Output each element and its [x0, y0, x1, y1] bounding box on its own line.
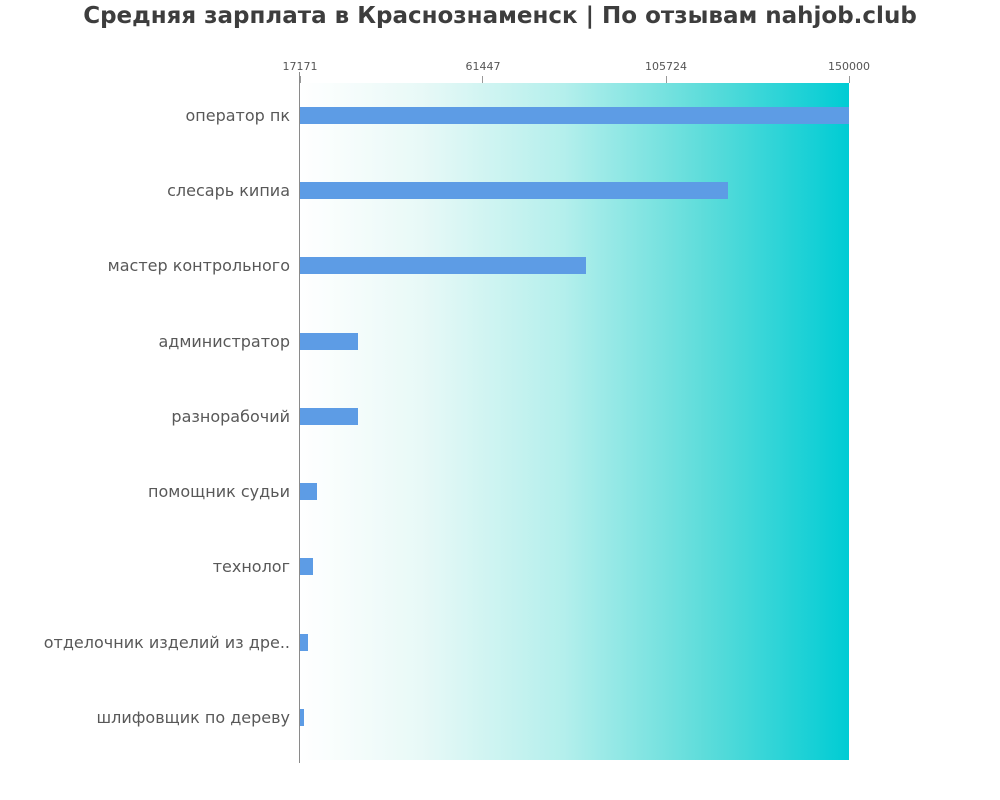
x-tick-label: 105724	[645, 60, 687, 73]
x-tick-mark	[482, 76, 484, 83]
chart-title: Средняя зарплата в Краснознаменск | По о…	[83, 3, 917, 29]
category-label: шлифовщик по дереву	[96, 707, 290, 727]
x-tick-label: 17171	[282, 60, 318, 73]
category-label: разнорабочий	[171, 406, 290, 426]
x-tick-label: 150000	[828, 60, 870, 73]
x-tick-mark	[848, 76, 850, 83]
x-tick-mark	[665, 76, 667, 83]
category-label: помощник судьи	[148, 482, 290, 502]
plot-area	[300, 83, 849, 760]
category-label: технолог	[212, 557, 290, 577]
category-label: слесарь кипиа	[167, 181, 290, 201]
category-label: оператор пк	[185, 106, 290, 125]
category-label: отделочник изделий из дре..	[43, 632, 290, 652]
x-tick-label: 61447	[465, 60, 501, 73]
category-label: мастер контрольного	[107, 256, 290, 276]
category-label: администратор	[158, 331, 290, 351]
y-axis-line	[299, 72, 300, 763]
